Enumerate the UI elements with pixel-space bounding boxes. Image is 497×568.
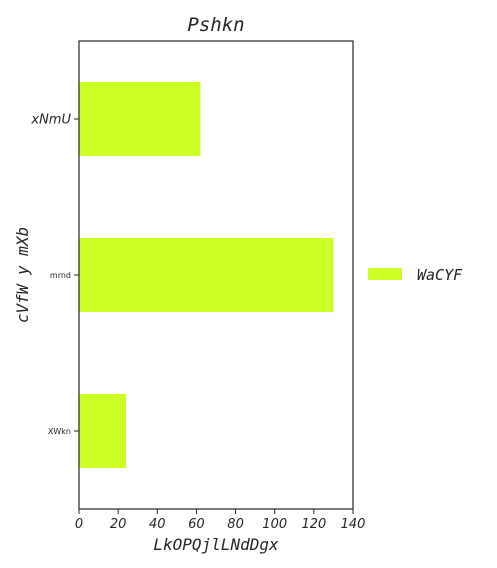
plot-frame bbox=[78, 40, 354, 510]
x-axis-label: LkOPQjlLNdDgx bbox=[153, 535, 279, 554]
x-tick-label: 100 bbox=[262, 517, 287, 532]
y-tick-label: xNmU bbox=[30, 113, 71, 128]
x-tick-label: 120 bbox=[301, 517, 326, 532]
y-tick-label: mrnd bbox=[50, 271, 71, 280]
legend-swatch bbox=[368, 268, 402, 280]
bar-mrnd bbox=[79, 237, 334, 313]
bar-XWkn bbox=[79, 393, 126, 469]
chart-title: Pshkn bbox=[187, 14, 244, 36]
x-tick-label: 140 bbox=[341, 517, 366, 532]
y-axis-label: cVfW y mXb bbox=[13, 227, 32, 323]
x-tick-label: 80 bbox=[227, 517, 244, 532]
legend-label: WaCYF bbox=[417, 266, 463, 284]
legend: WaCYF bbox=[368, 266, 463, 284]
x-tick-label: 0 bbox=[75, 517, 83, 532]
x-tick-label: 60 bbox=[188, 517, 205, 532]
x-tick-label: 40 bbox=[149, 517, 166, 532]
plot-area: xNmU mrnd XWkn 0 20 40 60 80 100 120 140 bbox=[30, 40, 366, 532]
y-tick-label: XWkn bbox=[48, 427, 71, 436]
x-tick-label: 20 bbox=[110, 517, 127, 532]
bar-xNmU bbox=[79, 81, 201, 157]
